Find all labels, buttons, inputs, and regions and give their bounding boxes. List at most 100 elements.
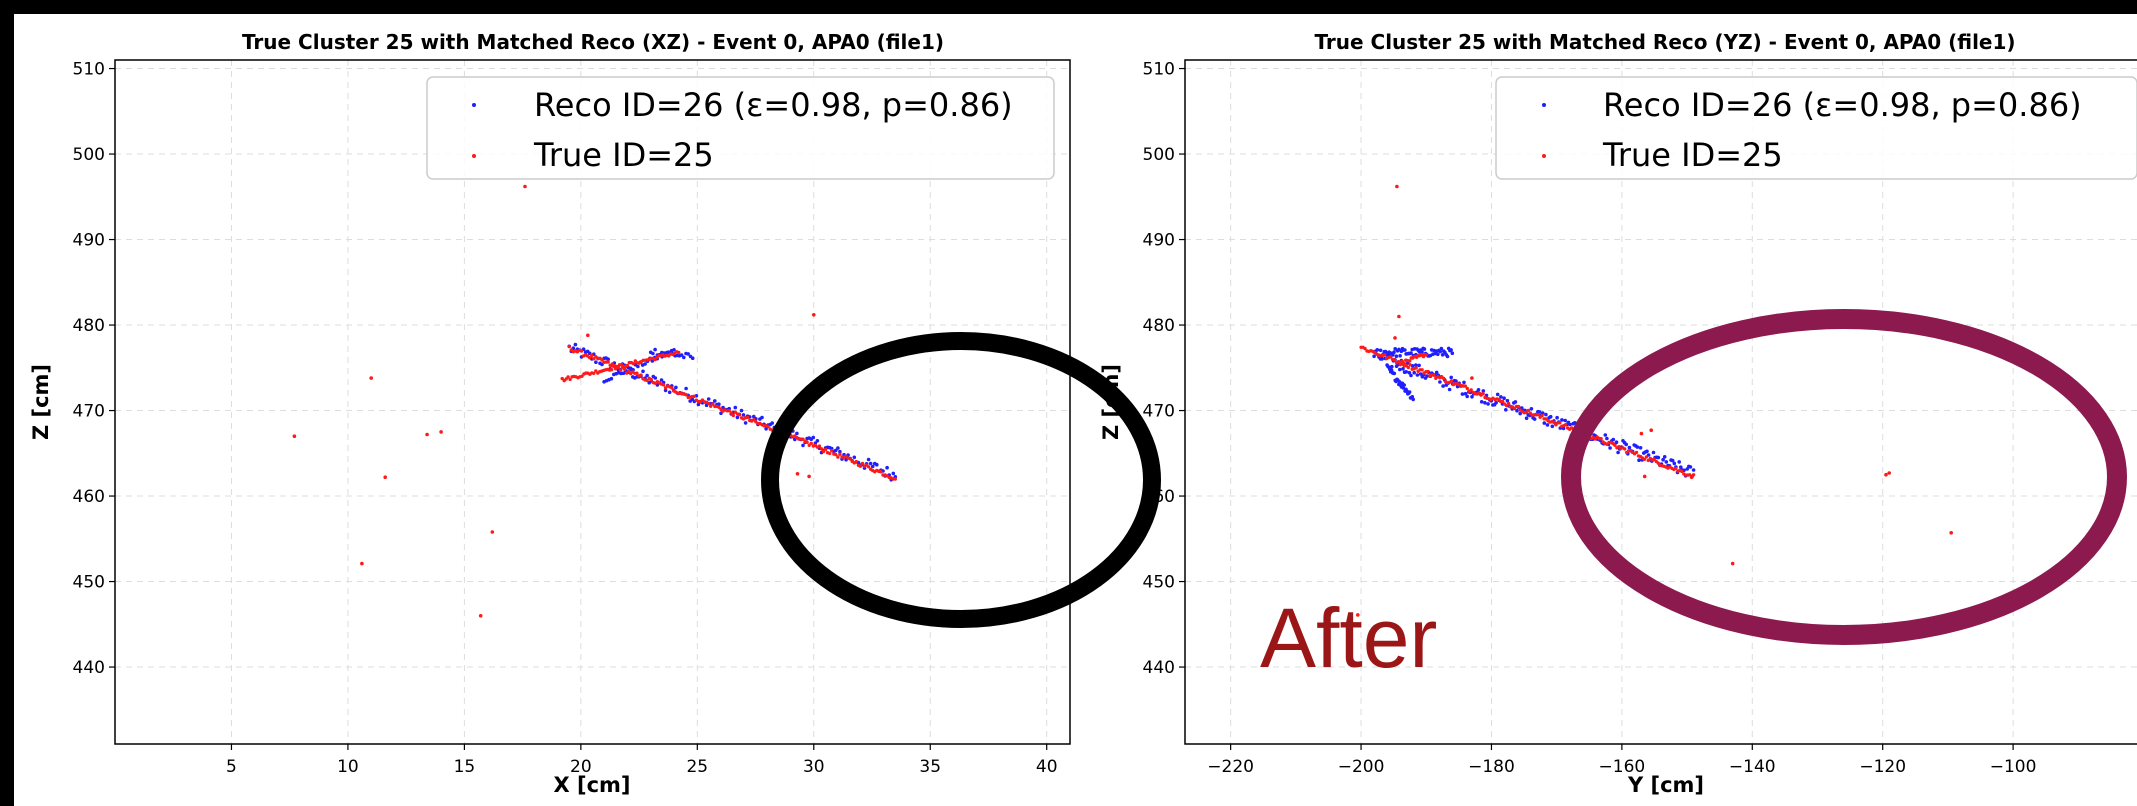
xz-ytick-label-6: 500 — [73, 145, 105, 165]
xz-true-point — [566, 375, 570, 379]
xz-true-point — [805, 440, 809, 444]
xz-legend-reco-label: Reco ID=26 (ε=0.98, p=0.86) — [534, 86, 1013, 124]
yz-true-point — [1599, 437, 1603, 441]
xz-true-point — [834, 452, 838, 457]
yz-true-point — [1644, 455, 1649, 459]
yz-axes-frame — [1184, 59, 2137, 745]
yz-true-point — [1569, 426, 1574, 430]
xz-reco-point — [870, 464, 875, 469]
yz-true-point — [1642, 474, 1647, 479]
yz-reco-point — [1513, 400, 1518, 404]
xz-reco-point — [706, 397, 711, 401]
xz-reco-point — [682, 355, 686, 360]
yz-true-point — [1392, 358, 1397, 362]
yz-true-point — [1481, 392, 1485, 396]
xz-true-point — [611, 364, 616, 368]
xz-reco-point — [686, 352, 690, 356]
yz-reco-point — [1495, 392, 1500, 397]
yz-true-point — [1497, 397, 1501, 401]
xz-reco-point — [659, 378, 664, 382]
yz-reco-point — [1392, 350, 1396, 355]
xz-y-axis-label: Z [cm] — [29, 364, 53, 440]
yz-reco-point — [1380, 357, 1384, 361]
xz-true-point — [731, 413, 735, 418]
xz-true-point — [766, 424, 770, 429]
yz-true-point — [1642, 457, 1647, 461]
yz-reco-point — [1563, 418, 1567, 423]
yz-reco-point — [1438, 380, 1442, 384]
yz-reco-point — [1637, 458, 1641, 463]
xz-reco-point — [674, 385, 678, 390]
yz-true-point — [1639, 431, 1644, 436]
xz-reco-point — [653, 347, 657, 352]
yz-reco-point — [1614, 440, 1619, 445]
xz-true-point — [807, 474, 811, 479]
yz-reco-point — [1434, 370, 1439, 375]
xz-ytick-label-5: 490 — [73, 231, 105, 251]
xz-true-point — [866, 465, 871, 469]
xz-reco-point — [836, 446, 840, 450]
yz-reco-point — [1450, 351, 1455, 356]
xz-reco-point — [600, 362, 604, 367]
xz-reco-point — [852, 455, 857, 460]
xz-legend-box — [426, 76, 1055, 180]
yz-reco-point — [1524, 416, 1529, 421]
yz-legend-reco-marker — [1542, 103, 1546, 107]
yz-reco-point — [1540, 411, 1545, 415]
yz-reco-point — [1460, 392, 1465, 396]
yz-reco-point — [1635, 445, 1640, 449]
xz-reco-point — [891, 471, 896, 476]
yz-reco-point — [1407, 390, 1412, 394]
yz-reco-point — [1470, 395, 1474, 399]
xz-reco-point — [609, 376, 614, 381]
yz-reco-point — [1502, 396, 1506, 401]
yz-true-point — [1649, 428, 1653, 433]
xz-xtick-label-4: 25 — [686, 757, 708, 777]
yz-reco-point — [1688, 465, 1693, 469]
yz-true-point — [1388, 355, 1393, 359]
xz-true-point — [490, 530, 495, 534]
xz-true-point — [854, 459, 858, 464]
yz-reco-point — [1672, 461, 1677, 466]
yz-true-point — [1949, 531, 1953, 535]
xz-xtick-label-5: 30 — [803, 757, 825, 777]
yz-reco-point — [1449, 348, 1453, 352]
xz-reco-point — [801, 443, 805, 448]
yz-reco-point — [1407, 370, 1412, 375]
yz-true-point — [1465, 386, 1470, 391]
xz-legend-true-marker — [472, 154, 476, 158]
yz-reco-point — [1664, 460, 1669, 464]
xz-reco-point — [764, 427, 768, 431]
xz-reco-point — [739, 408, 744, 413]
xz-true-point — [523, 184, 527, 189]
xz-legend-reco-marker — [472, 103, 476, 107]
yz-reco-point — [1677, 460, 1681, 464]
yz-reco-point — [1529, 407, 1534, 411]
xz-true-point — [631, 361, 635, 366]
yz-ytick-label-0: 440 — [1143, 658, 1175, 678]
xz-true-point — [292, 434, 297, 439]
yz-reco-point — [1532, 417, 1537, 421]
yz-reco-point — [1691, 468, 1696, 472]
xz-reco-point — [636, 364, 640, 369]
xz-true-point — [879, 470, 883, 474]
xz-true-point — [684, 393, 688, 397]
yz-true-point — [1398, 362, 1402, 367]
xz-reco-point — [696, 402, 701, 407]
xz-true-point — [838, 452, 842, 456]
yz-reco-point — [1685, 467, 1689, 471]
yz-true-point — [1408, 363, 1412, 367]
yz-reco-point — [1550, 424, 1555, 429]
yz-true-point — [1516, 404, 1521, 409]
yz-reco-point — [1504, 408, 1508, 412]
yz-reco-point — [1499, 395, 1503, 399]
xz-ytick-label-2: 460 — [73, 487, 105, 507]
yz-reco-point — [1372, 354, 1376, 359]
xz-xtick-label-3: 20 — [570, 757, 592, 777]
yz-ticks: −220 −200 −180 −160 −140 −120 −100440450460470… — [1143, 60, 2037, 777]
xz-true-point — [600, 358, 604, 362]
xz-ytick-label-1: 450 — [73, 573, 105, 593]
yz-reco-point — [1390, 364, 1394, 369]
xz-reco-point — [838, 449, 842, 454]
